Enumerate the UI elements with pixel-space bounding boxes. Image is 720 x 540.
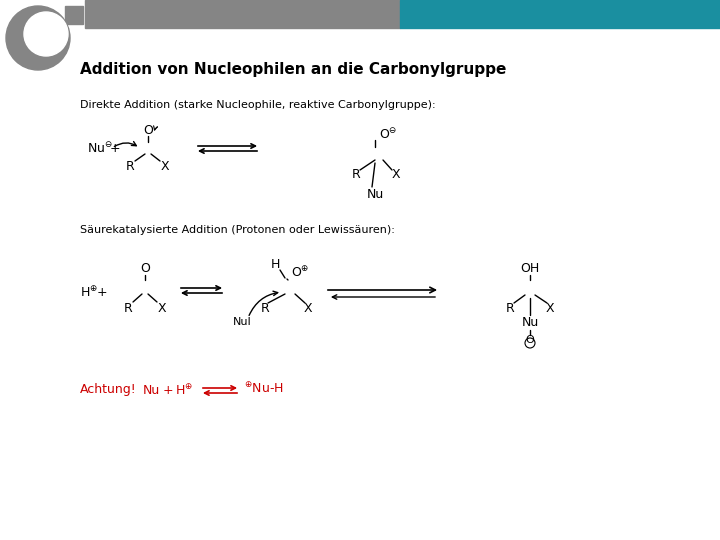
Text: O: O	[140, 261, 150, 274]
Text: +: +	[163, 383, 174, 396]
Text: R: R	[125, 160, 135, 173]
Text: OH: OH	[521, 261, 539, 274]
Text: +: +	[96, 286, 107, 299]
Text: X: X	[304, 301, 312, 314]
Text: $^{\oplus}$Nu-H: $^{\oplus}$Nu-H	[244, 381, 284, 395]
Bar	[85, 0, 400, 28]
Text: Nu$^{\ominus}$: Nu$^{\ominus}$	[87, 140, 113, 156]
Text: Nu: Nu	[366, 188, 384, 201]
Text: NuI: NuI	[233, 317, 252, 327]
Text: X: X	[392, 168, 400, 181]
Circle shape	[24, 12, 68, 56]
Text: R: R	[261, 301, 269, 314]
Text: Achtung!: Achtung!	[80, 383, 137, 396]
Text: O: O	[143, 124, 153, 137]
Text: R: R	[124, 301, 132, 314]
Text: UR: UR	[26, 37, 50, 52]
Text: +: +	[109, 141, 120, 154]
Text: H$^{\oplus}$: H$^{\oplus}$	[175, 382, 193, 397]
Text: R: R	[351, 168, 361, 181]
Circle shape	[6, 6, 70, 70]
Text: Addition von Nucleophilen an die Carbonylgruppe: Addition von Nucleophilen an die Carbony…	[80, 62, 506, 77]
Text: Nu: Nu	[521, 316, 539, 329]
Bar	[65, 6, 83, 24]
Text: O$^{\ominus}$: O$^{\ominus}$	[379, 126, 397, 141]
Text: H: H	[270, 259, 279, 272]
Text: O: O	[526, 335, 534, 345]
Text: X: X	[546, 301, 554, 314]
Circle shape	[525, 338, 535, 348]
Text: X: X	[161, 160, 169, 173]
Text: X: X	[158, 301, 166, 314]
Bar	[400, 0, 720, 28]
Text: O$^{\oplus}$: O$^{\oplus}$	[291, 265, 310, 280]
Text: Direkte Addition (starke Nucleophile, reaktive Carbonylgruppe):: Direkte Addition (starke Nucleophile, re…	[80, 100, 436, 110]
Text: R: R	[505, 301, 514, 314]
Text: Säurekatalysierte Addition (Protonen oder Lewissäuren):: Säurekatalysierte Addition (Protonen ode…	[80, 225, 395, 235]
Text: Nu: Nu	[143, 383, 161, 396]
Text: H$^{\oplus}$: H$^{\oplus}$	[80, 285, 98, 300]
